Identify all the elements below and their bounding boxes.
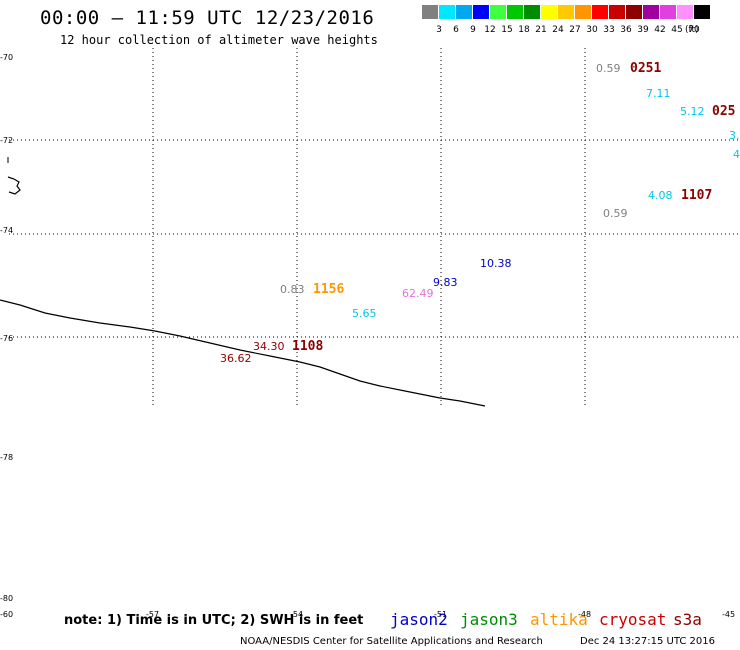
- legend-label: 45: [671, 25, 683, 35]
- legend-label: 39: [637, 25, 649, 35]
- pass-time-label: 025: [712, 104, 736, 119]
- satellite-cryosat: cryosat: [599, 610, 667, 629]
- satellite-s3a: s3a: [673, 610, 702, 629]
- legend-swatch: [609, 5, 626, 19]
- wave-height-value: 4.08: [648, 189, 673, 202]
- wave-height-value: 5.12: [680, 105, 705, 118]
- satellite-jason2: jason2: [390, 610, 448, 629]
- legend-swatch: [439, 5, 456, 19]
- legend-swatch: [473, 5, 490, 19]
- lat-label: -80: [0, 594, 14, 603]
- lat-label: -74: [0, 226, 14, 235]
- legend-swatch: [677, 5, 694, 19]
- lat-label: -70: [0, 53, 14, 62]
- wave-height-value: 3.: [729, 129, 740, 142]
- lat-label: -72: [0, 136, 14, 145]
- legend-label: 30: [586, 25, 598, 35]
- legend-label: 36: [620, 25, 632, 35]
- legend-label: 9: [470, 25, 476, 35]
- legend-label: 6: [453, 25, 459, 35]
- wave-height-value: 10.38: [480, 257, 512, 270]
- pass-time-label: 0251: [630, 61, 662, 76]
- lat-label: -76: [0, 334, 14, 343]
- wave-height-value: 62.49: [402, 287, 434, 300]
- wave-height-value: 0.59: [596, 62, 621, 75]
- legend-swatch: [626, 5, 643, 19]
- pass-time-label: 1156: [313, 282, 345, 297]
- lon-label: -54: [290, 610, 304, 619]
- wave-height-value: 0.83: [280, 283, 305, 296]
- wave-height-value: 7.11: [646, 87, 671, 100]
- legend-swatch: [524, 5, 541, 19]
- legend-swatch: [592, 5, 609, 19]
- lon-label: -45: [722, 610, 736, 619]
- pass-time-label: 1107: [681, 188, 713, 203]
- legend-swatch: [660, 5, 677, 19]
- legend-swatch: [694, 5, 711, 19]
- legend-unit: (ft): [685, 25, 699, 35]
- lon-label: -51: [434, 610, 448, 619]
- wave-height-value: 4: [733, 148, 740, 161]
- legend-label: 27: [569, 25, 581, 35]
- satellite-jason3: jason3: [460, 610, 518, 629]
- legend-label: 70: [688, 25, 700, 35]
- island-outline: [7, 176, 21, 195]
- coastline: [0, 299, 486, 407]
- legend-label: 42: [654, 25, 666, 35]
- legend-label: 24: [552, 25, 564, 35]
- wave-height-value: 9.83: [433, 276, 458, 289]
- generated-timestamp: Dec 24 13:27:15 UTC 2016: [580, 636, 715, 647]
- page-subtitle: 12 hour collection of altimeter wave hei…: [60, 33, 378, 47]
- pass-time-label: 1108: [292, 339, 324, 354]
- legend-swatch: [541, 5, 558, 19]
- wave-height-value: 36.62: [220, 352, 252, 365]
- legend-label: 12: [484, 25, 496, 35]
- lat-label: -60: [0, 610, 14, 619]
- legend-label: 18: [518, 25, 530, 35]
- graticule: [9, 48, 740, 406]
- wave-height-value: 34.30: [253, 340, 285, 353]
- legend-label: 3: [436, 25, 442, 35]
- legend-label: 33: [603, 25, 615, 35]
- units-note: note: 1) Time is in UTC; 2) SWH is in fe…: [64, 613, 364, 628]
- legend-swatch: [507, 5, 524, 19]
- satellite-altika: altika: [530, 610, 588, 629]
- lon-label: -57: [146, 610, 160, 619]
- legend-swatch: [575, 5, 592, 19]
- legend-swatch: [456, 5, 473, 19]
- legend-swatch: [422, 5, 439, 19]
- color-legend: 3 6 9 12 15 18 21 24 27 30 33 36 39 42 45 70 (ft): [422, 5, 740, 37]
- legend-swatch: [643, 5, 660, 19]
- legend-label: 15: [501, 25, 513, 35]
- lat-label: -78: [0, 453, 14, 462]
- credit-line: NOAA/NESDIS Center for Satellite Applica…: [240, 636, 543, 647]
- wave-height-value: 0.59: [603, 207, 628, 220]
- legend-label: 21: [535, 25, 547, 35]
- legend-swatch: [558, 5, 575, 19]
- wave-height-value: 5.65: [352, 307, 377, 320]
- page-title: 00:00 – 11:59 UTC 12/23/2016: [40, 7, 375, 29]
- lon-label: -48: [578, 610, 592, 619]
- legend-swatch: [490, 5, 507, 19]
